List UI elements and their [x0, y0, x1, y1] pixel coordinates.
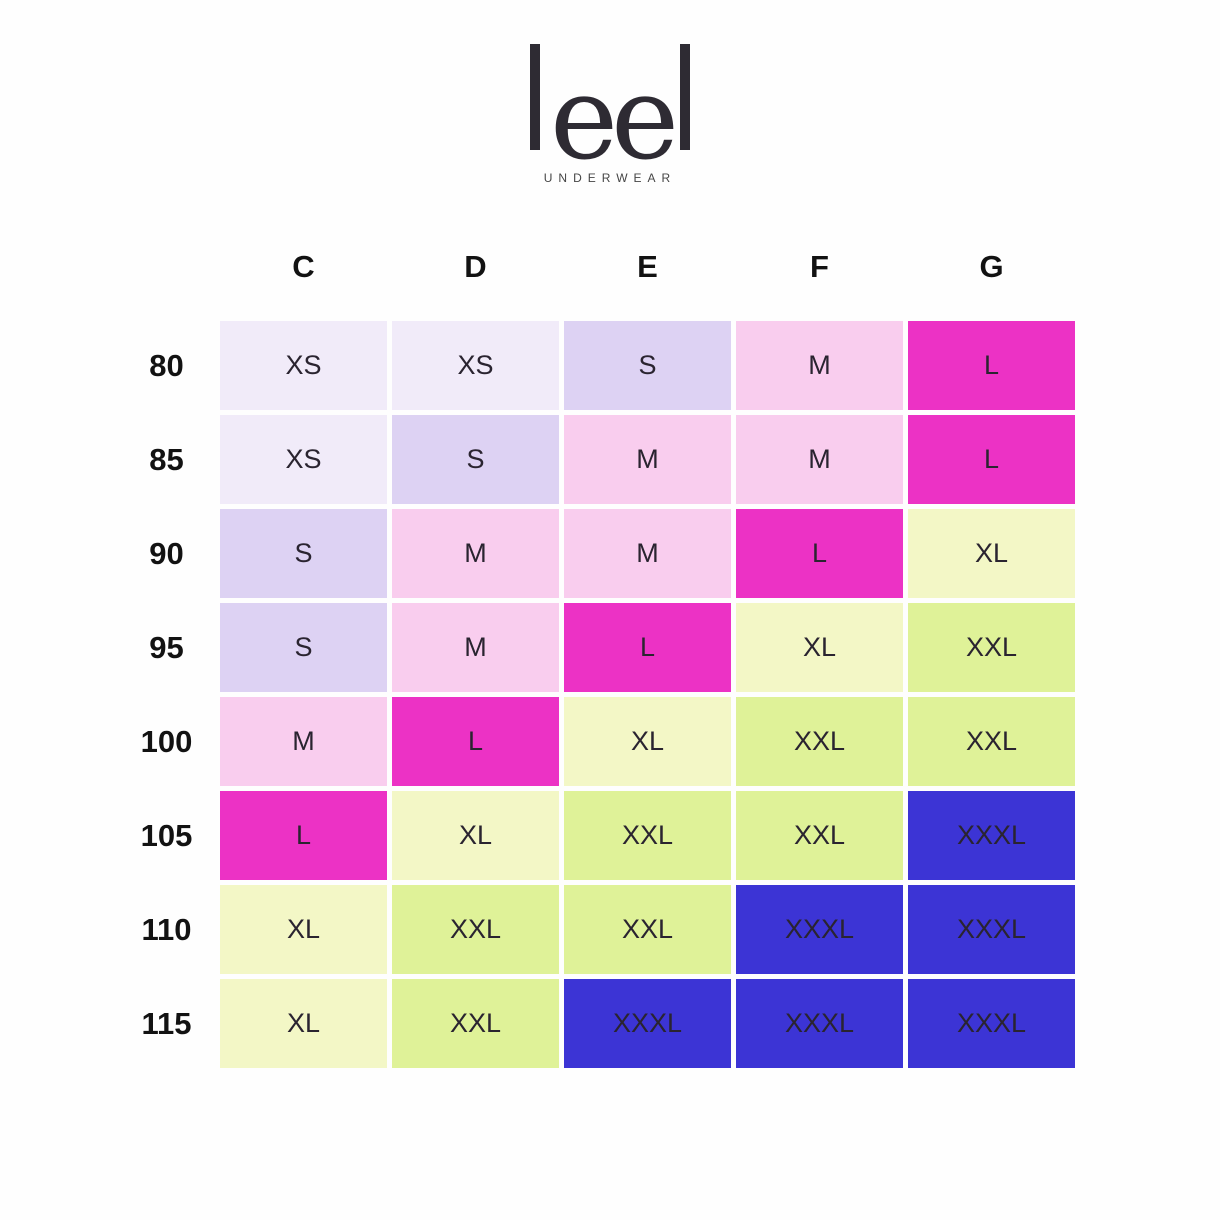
size-cell-110-D: XXL	[392, 885, 559, 974]
column-header-C: C	[292, 249, 315, 284]
size-cell-90-C: S	[220, 509, 387, 598]
size-cell-95-G: XXL	[908, 603, 1075, 692]
size-cell-115-D: XXL	[392, 979, 559, 1068]
size-cell-105-D: XL	[392, 791, 559, 880]
size-cell-85-E: M	[564, 415, 731, 504]
brand-tagline: UNDERWEAR	[543, 171, 677, 185]
column-header-G: G	[979, 249, 1004, 284]
size-cell-100-G: XXL	[908, 697, 1075, 786]
row-header-80: 80	[149, 347, 184, 383]
size-cell-115-F: XXXL	[736, 979, 903, 1068]
size-chart-column-headers: C D E F G	[118, 247, 1220, 287]
size-cell-115-C: XL	[220, 979, 387, 1068]
size-cell-105-F: XXL	[736, 791, 903, 880]
size-cell-85-F: M	[736, 415, 903, 504]
size-cell-100-E: XL	[564, 697, 731, 786]
size-cell-110-G: XXXL	[908, 885, 1075, 974]
row-header-110: 110	[141, 911, 192, 947]
size-cell-80-C: XS	[220, 321, 387, 410]
size-cell-100-D: L	[392, 697, 559, 786]
row-header-115: 115	[141, 1005, 192, 1041]
size-cell-100-C: M	[220, 697, 387, 786]
size-cell-95-F: XL	[736, 603, 903, 692]
size-cell-105-G: XXXL	[908, 791, 1075, 880]
column-header-D: D	[464, 249, 487, 284]
row-header-85: 85	[149, 441, 184, 477]
column-header-F: F	[810, 249, 829, 284]
size-cell-95-E: L	[564, 603, 731, 692]
row-header-100: 100	[140, 723, 193, 759]
size-cell-90-D: M	[392, 509, 559, 598]
size-cell-110-C: XL	[220, 885, 387, 974]
row-header-90: 90	[149, 535, 184, 571]
size-cell-110-E: XXL	[564, 885, 731, 974]
size-cell-80-E: S	[564, 321, 731, 410]
size-cell-80-G: L	[908, 321, 1075, 410]
size-cell-105-C: L	[220, 791, 387, 880]
logo-letters-ee: ee	[549, 52, 679, 186]
brand-logo: ee UNDERWEAR	[0, 0, 1220, 185]
size-cell-80-D: XS	[392, 321, 559, 410]
size-cell-110-F: XXXL	[736, 885, 903, 974]
size-chart-grid: 80 XS XS S M L 85 XS S M M L 90 S M M L XL 95 S M L XL XXL 100 M L…	[118, 321, 1220, 1068]
logo-letter-l-right	[680, 44, 691, 150]
size-cell-80-F: M	[736, 321, 903, 410]
size-cell-85-C: XS	[220, 415, 387, 504]
row-header-95: 95	[149, 629, 184, 665]
size-cell-95-C: S	[220, 603, 387, 692]
size-cell-115-G: XXXL	[908, 979, 1075, 1068]
size-cell-90-F: L	[736, 509, 903, 598]
size-cell-100-F: XXL	[736, 697, 903, 786]
size-cell-85-D: S	[392, 415, 559, 504]
size-cell-105-E: XXL	[564, 791, 731, 880]
corner-spacer	[118, 247, 215, 287]
logo-letter-l-left	[529, 44, 540, 150]
size-cell-85-G: L	[908, 415, 1075, 504]
size-cell-115-E: XXXL	[564, 979, 731, 1068]
size-cell-95-D: M	[392, 603, 559, 692]
brand-logo-mark: ee	[529, 42, 691, 177]
row-header-105: 105	[140, 817, 193, 853]
size-cell-90-G: XL	[908, 509, 1075, 598]
size-cell-90-E: M	[564, 509, 731, 598]
column-header-E: E	[637, 249, 658, 284]
